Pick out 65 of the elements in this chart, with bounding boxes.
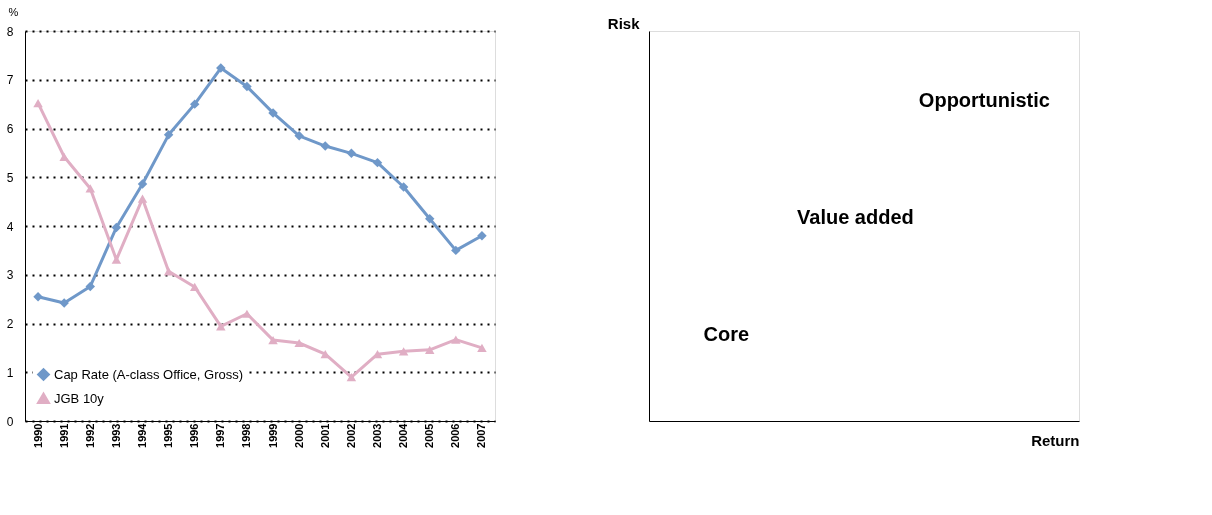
- x-tick-label: 2003: [371, 423, 383, 448]
- y-tick-label: 3: [6, 268, 14, 283]
- point: [111, 222, 122, 233]
- point: [346, 373, 357, 382]
- point: [268, 335, 278, 345]
- point: [216, 322, 226, 331]
- y-tick-label: 5: [6, 170, 14, 185]
- point: [346, 148, 357, 159]
- text: Core: [703, 323, 750, 346]
- x-tick-label: 1992: [83, 423, 96, 448]
- y-tick-label: 8: [6, 24, 14, 39]
- y-tick-label: 4: [6, 219, 14, 234]
- point: [398, 347, 409, 356]
- point: [451, 335, 461, 344]
- x-tick-label: 2000: [292, 423, 305, 448]
- point: [477, 343, 487, 352]
- x-tick-label: 2004: [397, 422, 410, 448]
- point: [33, 291, 43, 302]
- legend-label: JGB 10y: [54, 390, 105, 406]
- text: Return: [1031, 431, 1080, 449]
- legend-label: Cap Rate (A-class Office, Gross): [54, 366, 244, 382]
- x-tick-label: 1990: [31, 423, 44, 448]
- point: [424, 213, 435, 224]
- x-tick-label: 1999: [266, 423, 279, 448]
- text: Opportunistic: [918, 89, 1050, 112]
- x-tick-label: 1996: [188, 423, 201, 448]
- x-tick-label: 1994: [136, 422, 148, 448]
- point: [372, 157, 383, 168]
- x-tick-label: 2002: [344, 423, 357, 448]
- point: [398, 182, 409, 192]
- point: [33, 99, 43, 108]
- x-tick-label: 2007: [475, 423, 488, 448]
- point: [477, 231, 487, 241]
- text: Value added: [797, 206, 914, 229]
- x-tick-label: 1997: [214, 423, 227, 448]
- point: [85, 281, 96, 292]
- point: [451, 245, 461, 256]
- y-axis-title: %: [8, 5, 19, 18]
- y-tick-label: 6: [6, 122, 14, 136]
- point: [85, 184, 96, 193]
- point: [242, 309, 252, 318]
- point: [294, 131, 304, 141]
- y-tick-label: 1: [6, 365, 14, 380]
- y-tick-label: 7: [6, 73, 14, 88]
- point: [163, 130, 174, 140]
- point: [189, 282, 200, 292]
- x-tick-label: 2005: [423, 423, 436, 448]
- x-tick-label: 1995: [162, 423, 175, 448]
- point: [424, 345, 435, 354]
- point: [242, 81, 252, 92]
- point: [59, 152, 69, 161]
- x-tick-label: 1991: [57, 423, 70, 448]
- point: [294, 338, 304, 348]
- x-tick-label: 1993: [109, 423, 122, 448]
- text: Risk: [607, 14, 641, 32]
- x-tick-label: 2006: [449, 423, 462, 448]
- x-tick-label: 2001: [318, 423, 331, 448]
- point: [320, 141, 331, 151]
- point: [137, 179, 148, 189]
- y-tick-label: 0: [6, 414, 14, 429]
- point: [137, 194, 148, 203]
- x-tick-label: 1998: [240, 423, 253, 448]
- point: [163, 267, 174, 276]
- point: [189, 99, 200, 109]
- y-tick-label: 2: [6, 317, 14, 331]
